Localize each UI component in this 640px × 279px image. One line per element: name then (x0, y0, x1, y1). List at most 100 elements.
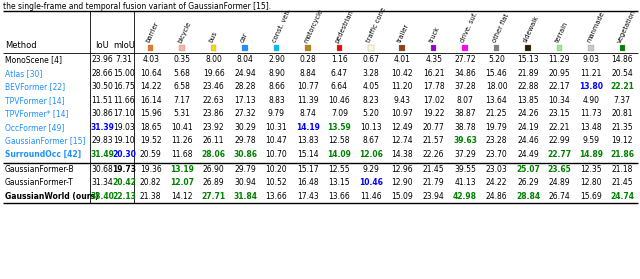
Text: bicycle: bicycle (177, 20, 192, 44)
Text: 10.70: 10.70 (266, 150, 287, 159)
Text: 12.58: 12.58 (328, 136, 350, 145)
Text: 34.86: 34.86 (454, 69, 476, 78)
Text: 10.64: 10.64 (140, 69, 161, 78)
Text: 12.55: 12.55 (328, 165, 350, 174)
Text: 13.66: 13.66 (328, 192, 350, 201)
Text: 0.35: 0.35 (173, 55, 191, 64)
Text: 13.66: 13.66 (266, 192, 287, 201)
Text: 24.74: 24.74 (611, 192, 634, 201)
Text: 4.03: 4.03 (142, 55, 159, 64)
Text: 21.45: 21.45 (611, 178, 633, 187)
Text: MonoScene [4]: MonoScene [4] (5, 55, 62, 64)
Text: 14.38: 14.38 (392, 150, 413, 159)
Text: 23.03: 23.03 (486, 165, 508, 174)
Text: the single-frame and temporal fusion variant of GaussianFormer [15].: the single-frame and temporal fusion var… (3, 2, 271, 11)
FancyBboxPatch shape (243, 45, 248, 50)
FancyBboxPatch shape (274, 45, 279, 50)
Text: 29.78: 29.78 (234, 136, 256, 145)
Text: 13.85: 13.85 (517, 96, 539, 105)
FancyBboxPatch shape (494, 45, 499, 50)
Text: 23.46: 23.46 (203, 82, 225, 91)
Text: 26.11: 26.11 (203, 136, 225, 145)
Text: 20.59: 20.59 (140, 150, 161, 159)
Text: 19.66: 19.66 (203, 69, 225, 78)
Text: 22.63: 22.63 (203, 96, 225, 105)
Text: pedestrian: pedestrian (334, 8, 355, 44)
Text: Method: Method (5, 41, 36, 50)
Text: 10.77: 10.77 (297, 82, 319, 91)
Text: 22.88: 22.88 (517, 82, 539, 91)
FancyBboxPatch shape (179, 45, 185, 50)
Text: IoU: IoU (95, 41, 109, 50)
Text: 23.92: 23.92 (203, 123, 225, 132)
Text: OccFormer [49]: OccFormer [49] (5, 123, 65, 132)
Text: 8.07: 8.07 (457, 96, 474, 105)
Text: 8.67: 8.67 (362, 136, 380, 145)
Text: 22.21: 22.21 (611, 82, 634, 91)
Text: 37.28: 37.28 (454, 82, 476, 91)
Text: 17.43: 17.43 (297, 192, 319, 201)
Text: 31.34: 31.34 (91, 178, 113, 187)
Text: 11.20: 11.20 (392, 82, 413, 91)
Text: 21.25: 21.25 (486, 109, 508, 118)
Text: TPVFormer* [14]: TPVFormer* [14] (5, 109, 68, 118)
Text: 31.39: 31.39 (90, 123, 114, 132)
Text: 7.31: 7.31 (116, 55, 132, 64)
Text: 10.42: 10.42 (392, 69, 413, 78)
Text: 28.84: 28.84 (516, 192, 540, 201)
Text: 13.64: 13.64 (486, 96, 508, 105)
Text: 21.89: 21.89 (517, 69, 539, 78)
Text: 12.74: 12.74 (392, 136, 413, 145)
Text: 19.12: 19.12 (612, 136, 633, 145)
Text: 28.06: 28.06 (202, 150, 225, 159)
Text: 19.36: 19.36 (140, 165, 161, 174)
Text: traffic cone: traffic cone (365, 6, 387, 44)
Text: 8.23: 8.23 (362, 96, 379, 105)
Text: 16.21: 16.21 (423, 69, 444, 78)
Text: const. veh.: const. veh. (271, 8, 292, 44)
FancyBboxPatch shape (368, 45, 374, 50)
Text: 7.09: 7.09 (331, 109, 348, 118)
Text: 11.26: 11.26 (172, 136, 193, 145)
Text: 11.46: 11.46 (360, 192, 381, 201)
Text: 14.89: 14.89 (579, 150, 603, 159)
Text: 10.41: 10.41 (172, 123, 193, 132)
Text: 24.49: 24.49 (517, 150, 539, 159)
FancyBboxPatch shape (211, 45, 216, 50)
FancyBboxPatch shape (431, 45, 436, 50)
Text: 15.17: 15.17 (297, 165, 319, 174)
Text: 15.09: 15.09 (391, 192, 413, 201)
Text: 10.46: 10.46 (359, 178, 383, 187)
Text: vegetation: vegetation (617, 8, 637, 44)
Text: 12.49: 12.49 (392, 123, 413, 132)
Text: 19.03: 19.03 (113, 123, 135, 132)
Text: 24.22: 24.22 (486, 178, 508, 187)
Text: 15.14: 15.14 (297, 150, 319, 159)
Text: 8.00: 8.00 (205, 55, 222, 64)
Text: 11.21: 11.21 (580, 69, 602, 78)
Text: 16.48: 16.48 (297, 178, 319, 187)
Text: 28.28: 28.28 (234, 82, 256, 91)
Text: 19.73: 19.73 (112, 165, 136, 174)
Text: 12.06: 12.06 (359, 150, 383, 159)
Text: 10.52: 10.52 (266, 178, 287, 187)
Text: 22.13: 22.13 (112, 192, 136, 201)
Text: 30.86: 30.86 (233, 150, 257, 159)
Text: 10.47: 10.47 (266, 136, 287, 145)
Text: 23.28: 23.28 (486, 136, 508, 145)
Text: 23.86: 23.86 (203, 109, 225, 118)
Text: 7.17: 7.17 (173, 96, 191, 105)
Text: 24.46: 24.46 (517, 136, 539, 145)
Text: 4.05: 4.05 (362, 82, 380, 91)
Text: 17.13: 17.13 (234, 96, 256, 105)
Text: 9.29: 9.29 (362, 165, 380, 174)
Text: 24.94: 24.94 (234, 69, 256, 78)
Text: 26.89: 26.89 (203, 178, 225, 187)
Text: 22.17: 22.17 (548, 82, 570, 91)
Text: TPVFormer [14]: TPVFormer [14] (5, 96, 65, 105)
Text: 21.57: 21.57 (423, 136, 444, 145)
Text: 24.89: 24.89 (548, 178, 570, 187)
Text: 24.86: 24.86 (486, 192, 508, 201)
Text: truck: truck (428, 26, 441, 44)
FancyBboxPatch shape (305, 45, 310, 50)
